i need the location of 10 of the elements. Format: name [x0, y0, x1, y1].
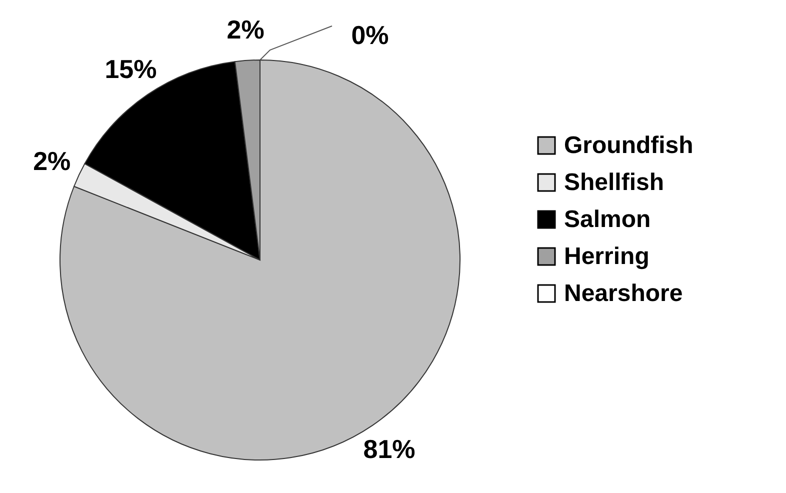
data-label: 2% — [226, 14, 264, 44]
legend-label: Shellfish — [564, 169, 664, 196]
legend-label: Salmon — [564, 206, 651, 233]
data-label: 81% — [363, 434, 416, 464]
legend-label: Groundfish — [564, 132, 694, 159]
data-label: 15% — [104, 54, 157, 84]
data-label: 2% — [33, 146, 71, 176]
text: 0% — [351, 20, 389, 50]
legend-label: Herring — [564, 243, 650, 270]
legend-label: Nearshore — [564, 280, 683, 307]
